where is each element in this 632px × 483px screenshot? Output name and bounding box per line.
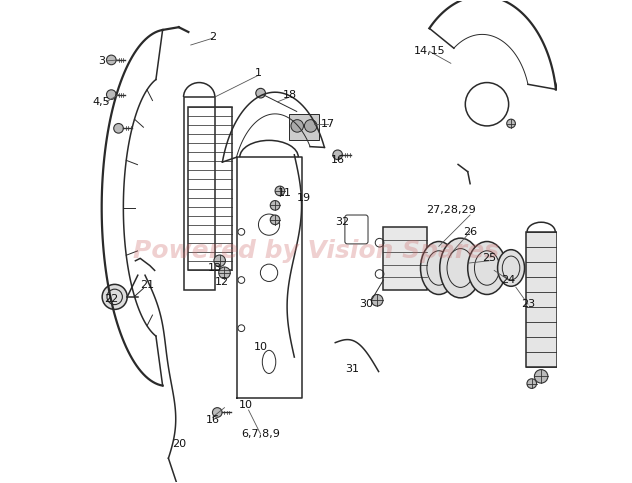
Ellipse shape <box>497 250 525 286</box>
Text: 2: 2 <box>209 32 216 42</box>
Circle shape <box>270 215 280 225</box>
Text: 16: 16 <box>205 415 219 425</box>
Text: 24: 24 <box>502 275 516 285</box>
Circle shape <box>291 120 303 132</box>
Ellipse shape <box>420 242 457 295</box>
Text: 18: 18 <box>283 90 296 99</box>
Text: 1: 1 <box>255 68 262 78</box>
Ellipse shape <box>440 238 481 298</box>
Text: 32: 32 <box>336 217 349 227</box>
Text: 26: 26 <box>463 227 477 237</box>
Circle shape <box>535 369 548 383</box>
Circle shape <box>102 284 127 310</box>
Bar <box>384 227 427 290</box>
Circle shape <box>219 267 230 279</box>
Ellipse shape <box>468 242 506 295</box>
Text: 4,5: 4,5 <box>93 97 111 107</box>
Text: 17: 17 <box>321 118 335 128</box>
Circle shape <box>527 379 537 388</box>
Text: Powered by Vision Spares: Powered by Vision Spares <box>133 239 499 263</box>
Circle shape <box>214 255 226 267</box>
Bar <box>188 107 232 270</box>
Text: 19: 19 <box>297 193 311 203</box>
Text: 21: 21 <box>140 280 154 290</box>
Circle shape <box>305 120 317 132</box>
Bar <box>525 232 557 367</box>
Text: 20: 20 <box>172 439 186 449</box>
Text: 27,28,29: 27,28,29 <box>426 205 476 215</box>
Circle shape <box>107 90 116 99</box>
Text: 3: 3 <box>98 56 105 66</box>
Text: 6,7,8,9: 6,7,8,9 <box>241 429 280 439</box>
Circle shape <box>212 408 222 417</box>
Text: 12: 12 <box>215 277 229 287</box>
Circle shape <box>256 88 265 98</box>
Circle shape <box>507 119 515 128</box>
Circle shape <box>372 295 383 306</box>
Circle shape <box>270 200 280 210</box>
Text: 16: 16 <box>331 155 344 165</box>
Text: 13: 13 <box>208 263 222 273</box>
Text: 14,15: 14,15 <box>413 46 445 56</box>
Text: 11: 11 <box>277 188 292 199</box>
Bar <box>183 97 215 290</box>
Text: 25: 25 <box>482 254 497 263</box>
Text: 31: 31 <box>345 364 359 374</box>
Circle shape <box>275 186 284 196</box>
Text: 10: 10 <box>239 400 253 410</box>
Text: 30: 30 <box>360 299 374 309</box>
Text: 10: 10 <box>253 342 267 353</box>
Bar <box>289 114 319 141</box>
Circle shape <box>107 55 116 65</box>
Text: 22: 22 <box>104 294 118 304</box>
Text: 23: 23 <box>521 299 535 309</box>
Circle shape <box>333 150 343 159</box>
Circle shape <box>114 124 123 133</box>
